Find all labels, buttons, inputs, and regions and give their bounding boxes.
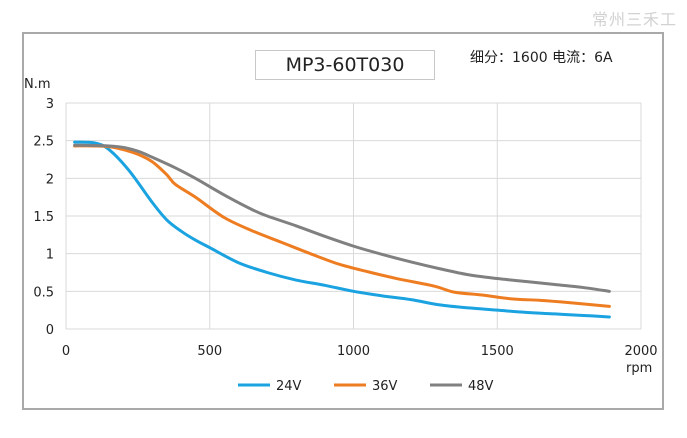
chart-frame	[22, 32, 664, 410]
y-tick-label: 1.5	[33, 210, 54, 225]
x-tick-label: 0	[62, 344, 70, 359]
grid-layer	[65, 102, 642, 330]
y-tick-label: 2	[46, 172, 54, 187]
y-tick-label: 0.5	[33, 285, 54, 300]
x-tick-label: 500	[197, 344, 222, 359]
tick-layer: 0 0.5 1 1.5 2 2.5 3 0 500 1000 1500 2000	[33, 97, 657, 359]
y-tick-label: 1	[46, 248, 54, 263]
x-tick-label: 1000	[337, 344, 370, 359]
y-tick-label: 0	[46, 323, 54, 338]
legend-label-24v: 24V	[276, 379, 302, 394]
y-tick-label: 3	[46, 97, 54, 112]
chart-title: MP3-60T030	[255, 50, 435, 80]
series-line-48v	[73, 143, 611, 293]
chart-subtitle: 细分：1600 电流：6A	[470, 50, 613, 66]
series-layer	[73, 140, 611, 319]
y-tick-label: 2.5	[33, 135, 54, 150]
x-axis-label: rpm	[626, 361, 652, 376]
x-tick-label: 1500	[481, 344, 514, 359]
watermark: 常州三禾工	[591, 10, 677, 29]
series-line-24v	[73, 140, 611, 319]
y-axis-label: N.m	[24, 77, 51, 92]
series-line-36v	[73, 144, 611, 308]
legend-label-36v: 36V	[372, 379, 398, 394]
legend: 24V 36V 48V	[238, 379, 494, 394]
legend-label-48v: 48V	[468, 379, 494, 394]
x-tick-label: 2000	[624, 344, 657, 359]
